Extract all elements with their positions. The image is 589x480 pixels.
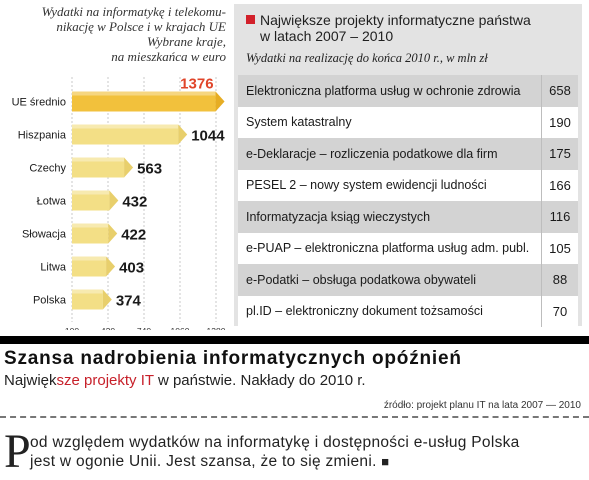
lead-line-1: od względem wydatków na informatykę i do… — [30, 434, 520, 451]
column-separator — [541, 169, 542, 201]
column-separator — [541, 201, 542, 233]
bar — [72, 124, 179, 145]
table-row: System katastralny 190 — [238, 106, 578, 138]
bar-highlight — [72, 157, 125, 162]
value-label: 403 — [119, 260, 144, 277]
projects-title-line-1: Największe projekty informatyczne państw… — [260, 12, 531, 28]
x-tick-label: 1380 — [207, 326, 226, 330]
value-label: 1376 — [180, 76, 213, 93]
left-chart-subtitle-line-2: na mieszkańca w euro — [111, 49, 226, 64]
category-label: Łotwa — [37, 196, 67, 208]
bar-highlight — [72, 256, 107, 261]
bar-highlight — [72, 91, 216, 96]
bar-tip — [109, 190, 119, 211]
project-name: Informatyzacja ksiąg wieczystych — [246, 209, 431, 224]
projects-title-line-2: w latach 2007 – 2010 — [260, 28, 394, 44]
bar — [72, 91, 216, 112]
value-label: 374 — [116, 293, 142, 310]
x-tick-label: 1060 — [171, 326, 190, 330]
table-row: e-PUAP – elektroniczna platforma usług a… — [238, 232, 578, 264]
category-label: Litwa — [40, 262, 67, 274]
left-chart-subtitle-line-1: Wybrane kraje, — [147, 34, 226, 49]
category-label: Hiszpania — [18, 130, 67, 142]
column-separator — [541, 264, 542, 296]
bar-tip — [106, 256, 116, 277]
project-value: 70 — [552, 303, 568, 319]
value-label: 422 — [121, 227, 146, 244]
bar-highlight — [72, 223, 109, 228]
projects-table: Elektroniczna platforma usług w ochronie… — [238, 75, 578, 327]
project-name: e-Deklaracje – rozliczenia podatkowe dla… — [246, 146, 498, 161]
table-row: pl.ID – elektroniczny dokument tożsamośc… — [238, 295, 578, 327]
category-label: Słowacja — [22, 229, 67, 241]
column-separator — [541, 106, 542, 138]
left-chart-header: Wydatki na informatykę i telekomu- nikac… — [4, 4, 226, 64]
project-value: 190 — [549, 114, 571, 130]
bar-tip — [124, 157, 134, 178]
spending-bar-chart: 100 420 740 1060 1380 UE średnio 1376 Hiszpania… — [12, 76, 226, 331]
table-row: PESEL 2 – nowy system ewidencji ludności… — [238, 169, 578, 201]
column-separator — [541, 295, 542, 327]
category-label: Czechy — [29, 163, 66, 175]
bar-tip — [102, 289, 112, 310]
bar-tip — [178, 124, 188, 145]
projects-table-subtitle: Wydatki na realizację do końca 2010 r., … — [246, 51, 488, 65]
project-name: PESEL 2 – nowy system ewidencji ludności — [246, 178, 487, 193]
article-headline: Szansa nadrobienia informatycznych opóźn… — [4, 348, 462, 369]
projects-table-title: Największe projekty informatyczne państw… — [246, 12, 531, 44]
subline-part-3: w państwie. Nakłady do 2010 r. — [153, 372, 366, 389]
column-separator — [541, 75, 542, 107]
table-row: e-Podatki – obsługa podatkowa obywateli 8… — [238, 264, 578, 296]
project-name: e-PUAP – elektroniczna platforma usług a… — [246, 241, 530, 256]
project-value: 88 — [552, 272, 568, 288]
bar-highlight — [72, 124, 179, 129]
column-separator — [541, 138, 542, 170]
subline-part-2: sze projekty IT — [56, 372, 154, 389]
article-subline: Największe projekty IT w państwie. Nakła… — [4, 372, 366, 389]
bar — [72, 157, 125, 178]
table-row: e-Deklaracje – rozliczenia podatkowe dla… — [238, 138, 578, 170]
left-chart-title-line-2: nikację w Polsce i w krajach UE — [56, 19, 226, 34]
column-separator — [541, 232, 542, 264]
project-name: Elektroniczna platforma usług w ochronie… — [246, 83, 521, 98]
bar — [72, 190, 110, 211]
x-tick-label: 100 — [65, 326, 79, 330]
table-row: Elektroniczna platforma usług w ochronie… — [238, 75, 578, 107]
subline-part-1: Najwięk — [4, 372, 57, 389]
projects-table-panel: Największe projekty informatyczne państw… — [234, 4, 582, 327]
red-square-icon — [246, 15, 255, 24]
table-row: Informatyzacja ksiąg wieczystych 116 — [238, 201, 578, 233]
drop-cap: P — [4, 425, 31, 478]
project-name: pl.ID – elektroniczny dokument tożsamośc… — [246, 304, 483, 319]
bar — [72, 256, 107, 277]
x-tick-label: 740 — [137, 326, 151, 330]
dashed-divider — [0, 416, 589, 418]
project-value: 105 — [549, 240, 571, 256]
headline-top-rule — [0, 336, 589, 344]
project-value: 166 — [549, 177, 571, 193]
lead-line-2: jest w ogonie Unii. Jest szansa, że to s… — [30, 453, 377, 470]
end-mark-icon: ■ — [381, 454, 390, 469]
value-label: 563 — [137, 161, 162, 178]
value-label: 1044 — [191, 128, 225, 145]
article-lead: od względem wydatków na informatykę i do… — [30, 433, 585, 471]
bar-tip — [215, 91, 225, 112]
x-tick-label: 420 — [101, 326, 115, 330]
project-name: System katastralny — [246, 115, 352, 130]
project-value: 658 — [549, 83, 571, 99]
source-note: źródło: projekt planu IT na lata 2007 — … — [383, 400, 581, 411]
bar-highlight — [72, 190, 110, 195]
category-label: Polska — [33, 295, 67, 307]
bar-highlight — [72, 289, 103, 294]
project-value: 116 — [549, 209, 571, 225]
bar — [72, 289, 103, 310]
value-label: 432 — [122, 194, 147, 211]
bar — [72, 223, 109, 244]
project-value: 175 — [549, 146, 571, 162]
project-name: e-Podatki – obsługa podatkowa obywateli — [246, 272, 477, 287]
bar-tip — [108, 223, 118, 244]
left-chart-title-line-1: Wydatki na informatykę i telekomu- — [41, 4, 226, 19]
category-label: UE średnio — [12, 97, 66, 109]
